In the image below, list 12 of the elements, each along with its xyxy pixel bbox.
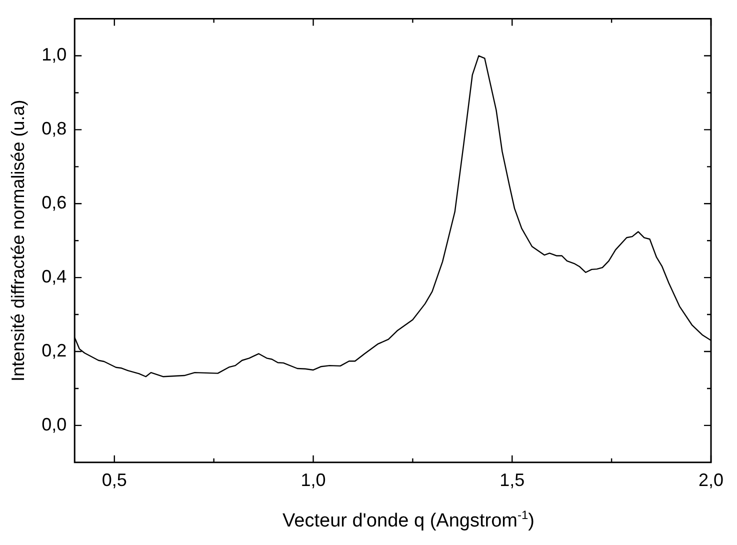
y-tick-label: 1,0 bbox=[42, 44, 67, 65]
x-tick-label: 2,0 bbox=[698, 470, 724, 490]
y-tick-label: 0,6 bbox=[42, 192, 67, 213]
y-tick-label: 0,0 bbox=[42, 414, 67, 434]
x-tick-label: 0,5 bbox=[102, 470, 127, 490]
x-tick-label: 1,5 bbox=[500, 470, 525, 490]
y-tick-label: 0,8 bbox=[42, 118, 67, 139]
y-axis-title: Intensité diffractée normalisée (u.a) bbox=[8, 100, 28, 382]
y-tick-label: 0,2 bbox=[42, 340, 67, 360]
x-tick-label: 1,0 bbox=[300, 470, 326, 490]
y-tick-label: 0,4 bbox=[42, 266, 67, 287]
x-axis-title: Vecteur d'onde q (Angstrom$^{-1}$) bbox=[282, 508, 536, 532]
